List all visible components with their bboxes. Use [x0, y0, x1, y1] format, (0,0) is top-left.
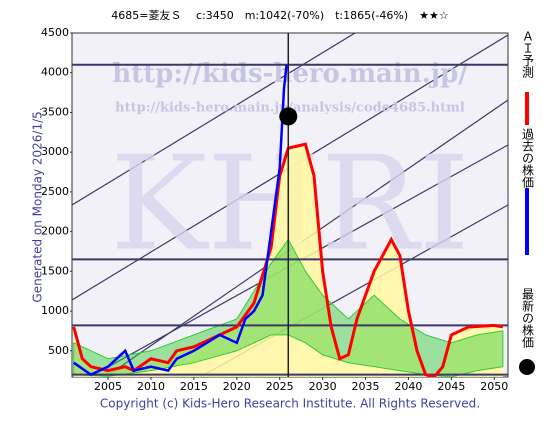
series-line — [72, 142, 504, 377]
y-tick-label: 500 — [48, 344, 69, 357]
y-tick-label: 2000 — [41, 225, 69, 238]
legend-label: 最新の株価 — [521, 288, 535, 348]
legend-label: 過去の株価 — [521, 128, 535, 188]
y-tick-label: 4000 — [41, 66, 69, 79]
trend-line — [72, 33, 357, 206]
y-tick-label: 3000 — [41, 145, 69, 158]
series-line — [73, 64, 288, 377]
x-tick-label: 2035 — [352, 380, 380, 393]
legend-swatch — [519, 359, 535, 375]
y-tick-label: 1000 — [41, 304, 69, 317]
watermark: http://kids-hero.main.jp/ — [112, 59, 468, 89]
footer: Copyright (c) Kids-Hero Research Institu… — [100, 397, 480, 411]
y-tick-label: 1500 — [41, 264, 69, 277]
latest-point — [279, 107, 298, 126]
x-tick-label: 2030 — [309, 380, 337, 393]
side-note: Generated on Monday 2026/1/5. — [31, 107, 45, 302]
x-tick-label: 2015 — [180, 380, 208, 393]
legend-label: ＡＩ予測 — [521, 30, 535, 79]
y-tick-label: 2500 — [41, 185, 69, 198]
plot-layer: KHRIhttp://kids-hero.main.jp/http://kids… — [72, 33, 508, 377]
y-tick-label: 4500 — [41, 26, 69, 39]
x-tick-label: 2025 — [266, 380, 294, 393]
x-tick-label: 2045 — [437, 380, 465, 393]
x-tick-label: 2020 — [223, 380, 251, 393]
x-tick-label: 2010 — [137, 380, 165, 393]
x-tick-label: 2005 — [94, 380, 122, 393]
y-tick-label: 3500 — [41, 105, 69, 118]
x-tick-label: 2040 — [394, 380, 422, 393]
chart-title: 4685=菱友Ｓ c:3450 m:1042(-70%) t:1865(-46%… — [111, 8, 449, 22]
x-tick-label: 2050 — [480, 380, 508, 393]
